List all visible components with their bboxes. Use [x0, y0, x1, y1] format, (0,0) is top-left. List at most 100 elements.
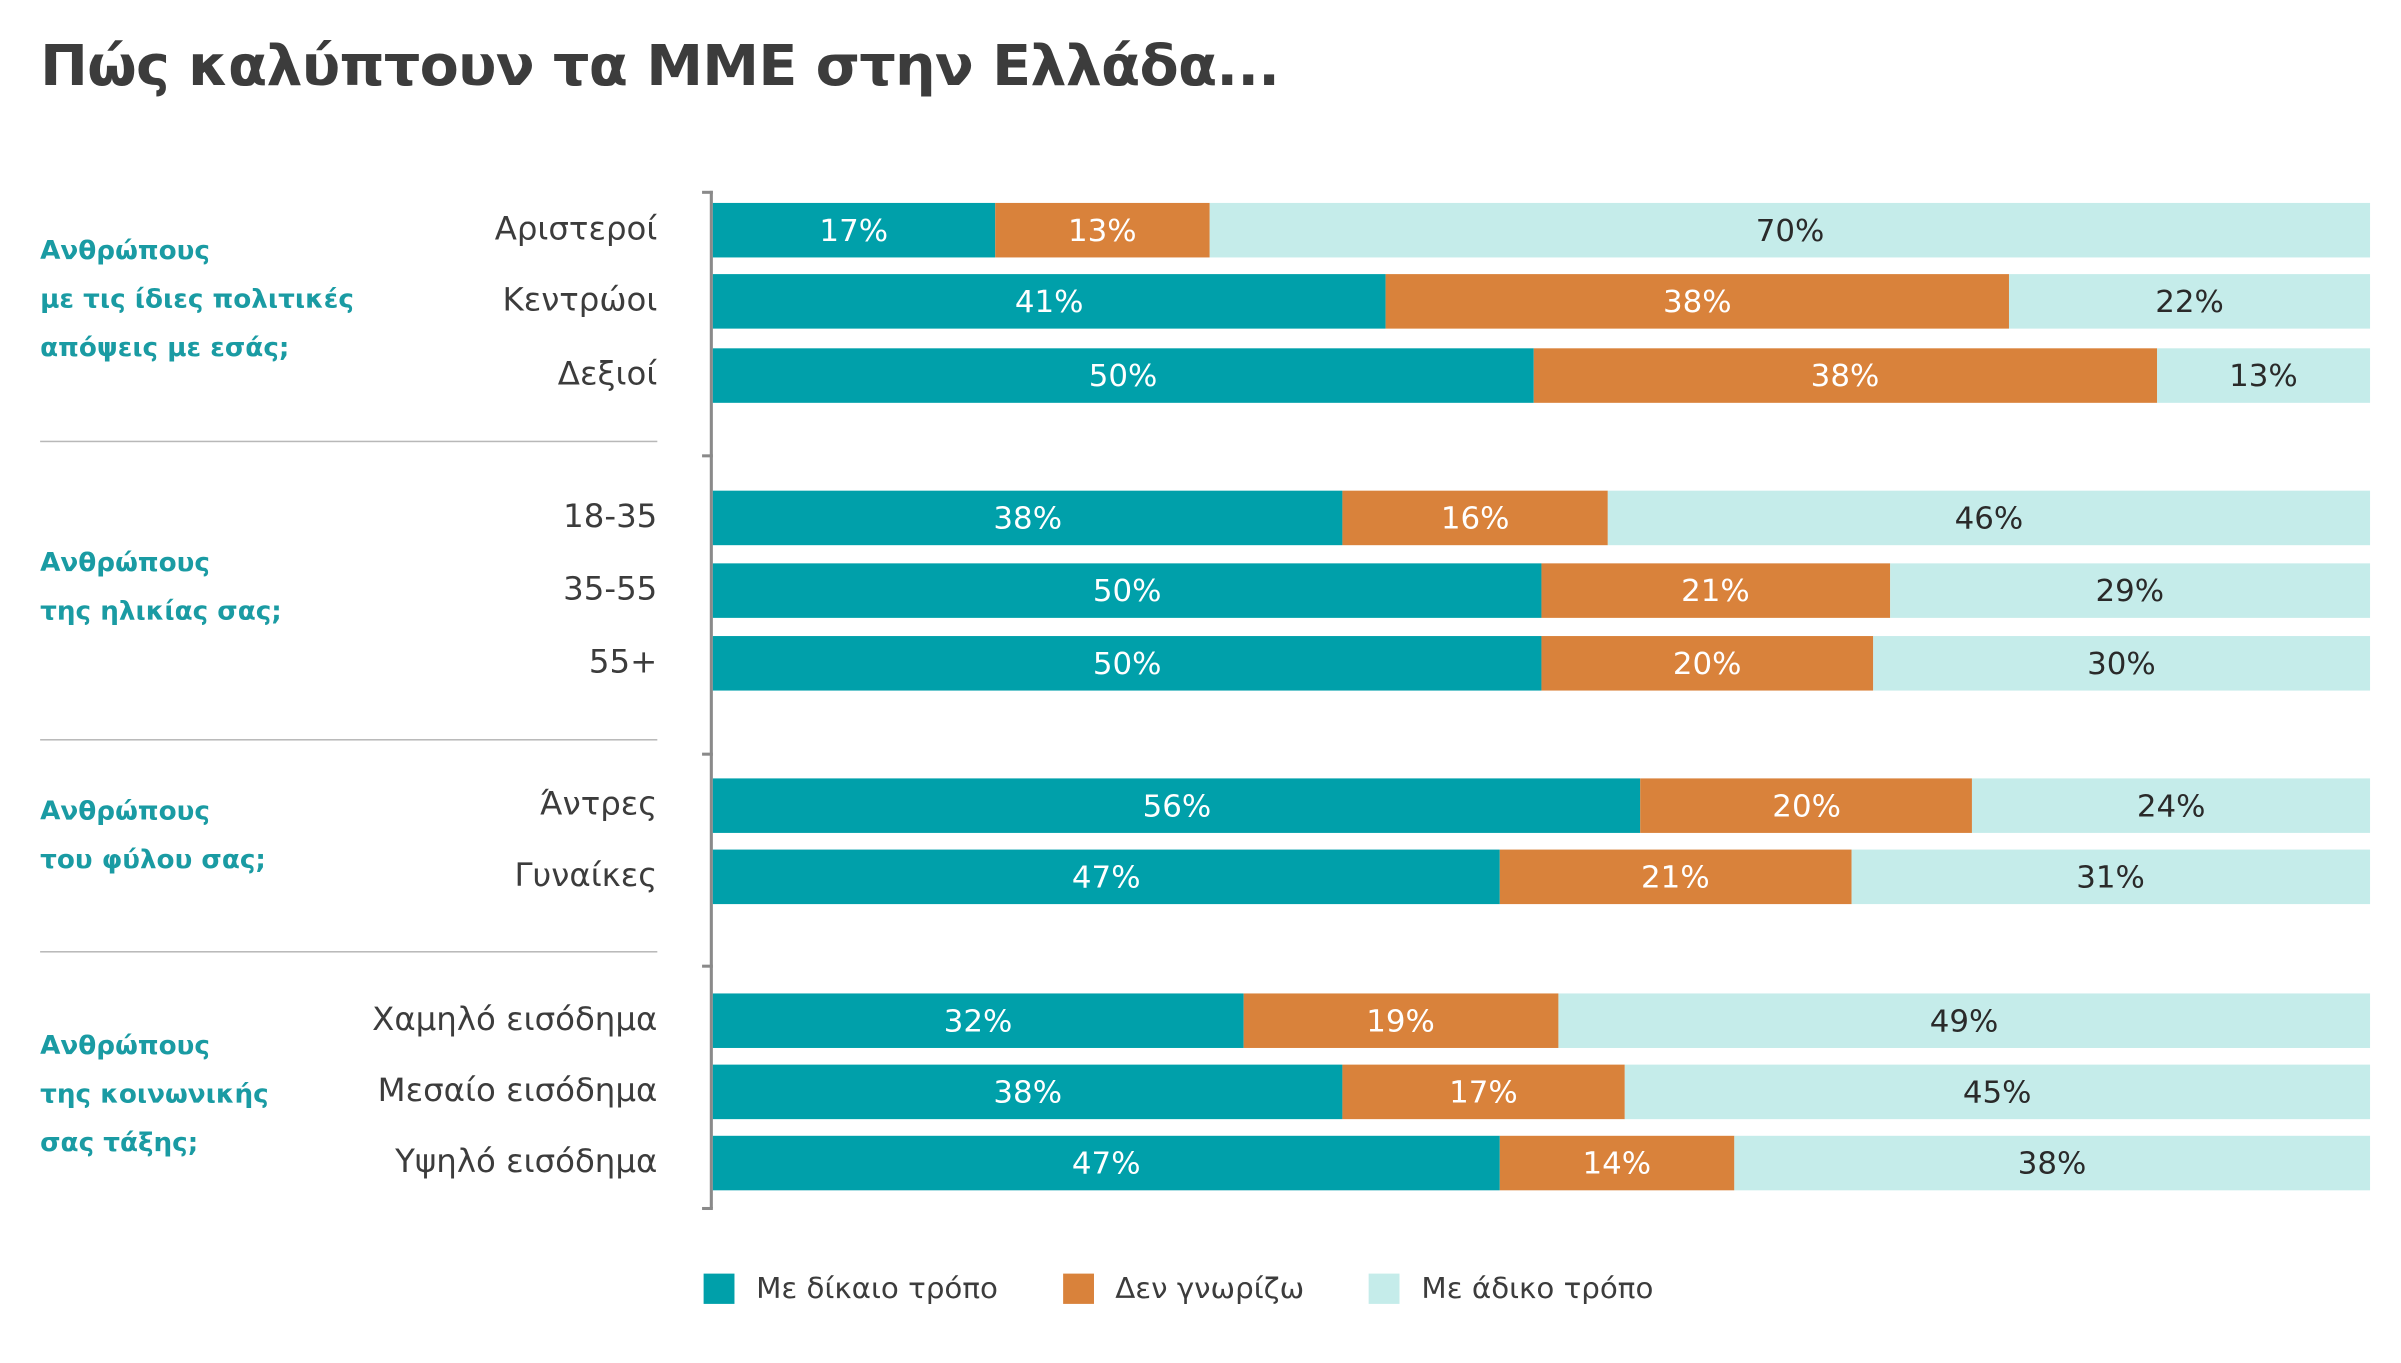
group-label: Ανθρώπους της κοινωνικής σας τάξης; — [40, 1022, 364, 1167]
data-label: 50% — [1088, 357, 1158, 394]
bar-segment-unfair: 31% — [1851, 849, 2371, 905]
data-label: 50% — [1092, 645, 1162, 682]
category-label: Αριστεροί — [494, 210, 658, 247]
data-label: 38% — [2017, 1144, 2087, 1182]
data-label: 22% — [2155, 283, 2224, 320]
legend-item: Με άδικο τρόπο — [1368, 1272, 1654, 1306]
data-label: 32% — [943, 1002, 1013, 1039]
category-label: 55+ — [588, 643, 658, 680]
bar-segment-dont-know: 19% — [1243, 993, 1558, 1048]
data-label: 49% — [1929, 1002, 1999, 1039]
data-label: 38% — [993, 1073, 1063, 1111]
data-label: 24% — [2136, 787, 2206, 824]
legend-label: Δεν γνωρίζω — [1115, 1272, 1305, 1306]
data-label: 13% — [1067, 212, 1137, 249]
group-label-line: με τις ίδιες πολιτικές — [40, 284, 354, 315]
bar-segment-dont-know: 20% — [1640, 778, 1973, 833]
y-axis-line — [709, 190, 713, 1209]
data-label: 29% — [2095, 572, 2165, 609]
group-separator — [40, 440, 658, 443]
bar-segment-fair: 38% — [712, 1064, 1343, 1120]
bar-segment-dont-know: 17% — [1342, 1064, 1625, 1120]
group-label: Ανθρώπους με τις ίδιες πολιτικές απόψεις μ… — [40, 227, 364, 372]
data-label: 50% — [1092, 572, 1162, 609]
data-label: 21% — [1641, 858, 1710, 896]
bar-segment-unfair: 70% — [1210, 202, 2371, 258]
data-label: 46% — [1954, 499, 2024, 537]
bar-segment-fair: 56% — [712, 778, 1641, 833]
data-label: 45% — [1962, 1073, 2032, 1111]
data-label: 17% — [819, 212, 889, 249]
data-label: 47% — [1071, 858, 1141, 896]
group-label-line: Ανθρώπους — [40, 796, 210, 827]
bar-segment-fair: 17% — [712, 202, 995, 258]
legend-swatch — [703, 1273, 735, 1304]
bar-segment-dont-know: 38% — [1385, 274, 2010, 329]
bar-segment-fair: 50% — [712, 636, 1542, 691]
group-label: Ανθρώπους της ηλικίας σας; — [40, 539, 364, 636]
bar-segment-unfair: 30% — [1872, 636, 2371, 691]
data-label: 17% — [1449, 1073, 1518, 1111]
group-label-line: Ανθρώπους — [40, 548, 210, 579]
data-label: 30% — [2087, 645, 2156, 682]
y-axis-tick — [702, 752, 713, 756]
data-label: 20% — [1672, 645, 1742, 682]
legend-label: Με δίκαιο τρόπο — [756, 1272, 998, 1306]
data-label: 21% — [1681, 572, 1750, 609]
bar-segment-dont-know: 21% — [1499, 849, 1852, 905]
legend-item: Με δίκαιο τρόπο — [703, 1272, 998, 1306]
legend-label: Με άδικο τρόπο — [1421, 1272, 1654, 1306]
data-label: 38% — [993, 499, 1063, 537]
legend-item: Δεν γνωρίζω — [1062, 1272, 1305, 1306]
bar-segment-dont-know: 16% — [1342, 490, 1608, 546]
y-axis-tick — [702, 964, 713, 968]
category-label: Άντρες — [540, 785, 658, 823]
group-label-line: της ηλικίας σας; — [40, 596, 282, 627]
group-label-line: Ανθρώπους — [40, 236, 210, 267]
group-label-line: απόψεις με εσάς; — [40, 333, 290, 364]
data-label: 38% — [1810, 357, 1880, 394]
legend-swatch — [1368, 1273, 1400, 1304]
data-label: 16% — [1440, 499, 1510, 537]
group-label: Ανθρώπους του φύλου σας; — [40, 787, 364, 884]
group-label-line: Ανθρώπους — [40, 1031, 210, 1062]
data-label: 31% — [2076, 858, 2145, 896]
category-label: 18-35 — [563, 498, 658, 535]
bar-segment-dont-know: 21% — [1541, 563, 1890, 618]
bar-segment-fair: 47% — [712, 1135, 1500, 1191]
bar-segment-unfair: 22% — [2009, 274, 2371, 329]
category-label: Μεσαίο εισόδημα — [377, 1072, 658, 1109]
data-label: 47% — [1071, 1144, 1141, 1182]
group-label-line: του φύλου σας; — [40, 845, 266, 876]
data-label: 41% — [1014, 283, 1084, 320]
data-label: 19% — [1366, 1002, 1435, 1039]
bar-segment-fair: 32% — [712, 993, 1244, 1048]
category-label: Γυναίκες — [514, 857, 658, 894]
data-label: 70% — [1755, 212, 1825, 249]
chart-title: Πώς καλύπτουν τα ΜΜΕ στην Ελλάδα... — [40, 33, 1280, 99]
y-axis-tick — [702, 1206, 713, 1211]
bar-segment-fair: 50% — [712, 348, 1534, 403]
bar-segment-unfair: 49% — [1558, 993, 2371, 1048]
bar-segment-dont-know: 38% — [1533, 348, 2157, 403]
bar-segment-unfair: 24% — [1972, 778, 2371, 833]
data-label: 56% — [1142, 787, 1212, 824]
data-label: 13% — [2229, 357, 2298, 394]
bar-segment-dont-know: 20% — [1541, 636, 1873, 691]
bar-segment-dont-know: 13% — [994, 202, 1211, 258]
legend: Με δίκαιο τρόπο Δεν γνωρίζω Με άδικο τρόπο — [703, 1266, 1719, 1311]
category-label: Δεξιοί — [557, 355, 658, 393]
category-label: 35-55 — [563, 570, 658, 608]
bar-segment-dont-know: 14% — [1499, 1135, 1734, 1191]
category-label: Κεντρώοι — [502, 281, 658, 319]
bar-segment-fair: 41% — [712, 274, 1386, 329]
data-label: 20% — [1772, 787, 1841, 824]
data-label: 14% — [1582, 1144, 1652, 1182]
y-axis-tick — [702, 454, 713, 458]
bar-segment-unfair: 46% — [1607, 490, 2371, 546]
category-label: Υψηλό εισόδημα — [395, 1143, 658, 1180]
data-label: 38% — [1663, 283, 1732, 320]
legend-swatch — [1062, 1273, 1094, 1304]
group-label-line: της κοινωνικής — [40, 1079, 269, 1111]
